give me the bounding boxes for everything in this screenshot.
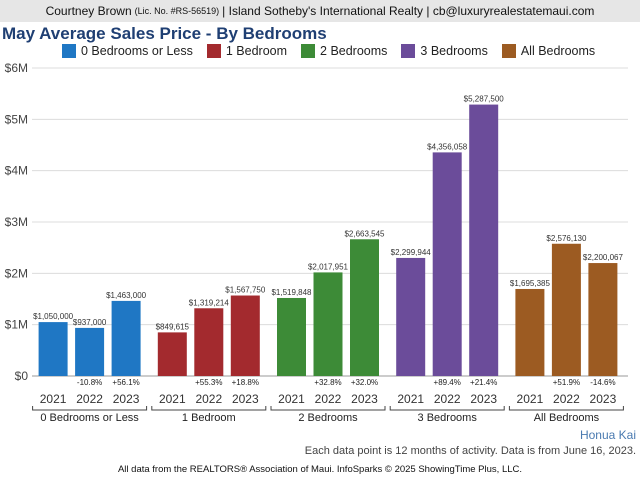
- x-tick-label: 2023: [590, 392, 617, 406]
- change-label: +55.3%: [195, 378, 222, 387]
- x-tick-label: 2022: [76, 392, 103, 406]
- change-label: +18.8%: [232, 378, 259, 387]
- bar: [396, 257, 426, 376]
- license-number: (Lic. No. #RS-56519): [134, 6, 220, 16]
- y-tick-label: $1M: [5, 318, 28, 332]
- bar: [469, 104, 499, 376]
- data-label: $2,017,951: [308, 262, 349, 271]
- change-label: +56.1%: [112, 378, 139, 387]
- change-label: -14.6%: [590, 378, 615, 387]
- bar: [313, 272, 343, 376]
- change-label: -10.8%: [77, 378, 102, 387]
- legend-item: 1 Bedroom: [206, 44, 288, 58]
- data-label: $1,319,214: [189, 298, 230, 307]
- bar: [38, 322, 68, 376]
- data-note: Each data point is 12 months of activity…: [304, 445, 636, 457]
- x-tick-label: 2022: [553, 392, 580, 406]
- legend-label: All Bedrooms: [520, 44, 596, 58]
- legend-swatch: [206, 44, 221, 58]
- agent-name: Courtney Brown: [45, 4, 132, 18]
- chart-legend: 0 Bedrooms or Less 1 Bedroom 2 Bedrooms 3 B…: [62, 44, 595, 58]
- legend-swatch: [401, 44, 416, 58]
- bar: [157, 332, 187, 376]
- group-bracket: [508, 406, 624, 411]
- region-label: Honua Kai: [579, 428, 636, 442]
- data-source: All data from the REALTORS® Association …: [117, 464, 523, 475]
- group-label: 0 Bedrooms or Less: [40, 412, 139, 424]
- bar: [515, 288, 545, 376]
- data-label: $4,356,058: [427, 142, 468, 151]
- data-label: $2,200,067: [583, 253, 624, 262]
- group-bracket: [389, 406, 505, 411]
- bar: [194, 308, 224, 376]
- legend-label: 3 Bedrooms: [420, 44, 488, 58]
- group-bracket: [32, 406, 148, 411]
- legend-item: All Bedrooms: [501, 44, 596, 58]
- data-label: $2,663,545: [344, 229, 385, 238]
- brokerage-contact: | Island Sotheby's International Realty …: [222, 4, 595, 18]
- data-label: $937,000: [73, 318, 107, 327]
- y-tick-label: $4M: [5, 164, 28, 178]
- y-tick-label: $3M: [5, 215, 28, 229]
- data-label: $849,615: [156, 322, 190, 331]
- legend-item: 2 Bedrooms: [301, 44, 387, 58]
- legend-item: 0 Bedrooms or Less: [62, 44, 193, 58]
- bar: [277, 297, 306, 376]
- bar: [350, 239, 379, 376]
- group-label: 2 Bedrooms: [298, 412, 358, 424]
- data-label: $2,299,944: [391, 248, 432, 257]
- group-label: All Bedrooms: [534, 412, 600, 424]
- group-label: 3 Bedrooms: [418, 412, 478, 424]
- change-label: +89.4%: [434, 378, 461, 387]
- x-tick-label: 2021: [517, 392, 544, 406]
- data-label: $1,695,385: [510, 279, 551, 288]
- data-label: $2,576,130: [546, 234, 587, 243]
- x-tick-label: 2023: [351, 392, 378, 406]
- bar: [75, 327, 105, 376]
- x-tick-label: 2021: [40, 392, 67, 406]
- header-bar: Courtney Brown (Lic. No. #RS-56519) | Is…: [0, 0, 640, 22]
- y-tick-label: $5M: [5, 112, 28, 126]
- legend-swatch: [301, 44, 316, 58]
- x-tick-label: 2021: [159, 392, 186, 406]
- x-tick-label: 2021: [278, 392, 305, 406]
- bar: [230, 295, 260, 376]
- x-tick-label: 2023: [113, 392, 140, 406]
- data-label: $1,050,000: [33, 312, 74, 321]
- group-bracket: [151, 406, 267, 411]
- legend-label: 0 Bedrooms or Less: [81, 44, 193, 58]
- bar: [551, 243, 581, 376]
- legend-label: 2 Bedrooms: [320, 44, 388, 58]
- x-tick-label: 2023: [470, 392, 497, 406]
- legend-swatch: [62, 44, 76, 58]
- x-tick-label: 2022: [434, 392, 461, 406]
- change-label: +51.9%: [553, 378, 580, 387]
- change-label: +32.0%: [351, 378, 378, 387]
- y-tick-label: $6M: [5, 61, 28, 75]
- y-tick-label: $2M: [5, 266, 28, 280]
- x-tick-label: 2021: [397, 392, 424, 406]
- x-tick-label: 2023: [232, 392, 259, 406]
- bar: [432, 152, 462, 376]
- legend-item: 3 Bedrooms: [401, 44, 488, 58]
- group-bracket: [270, 406, 386, 411]
- change-label: +21.4%: [470, 378, 497, 387]
- chart-title: May Average Sales Price - By Bedrooms: [2, 24, 327, 43]
- x-tick-label: 2022: [195, 392, 222, 406]
- data-label: $1,567,750: [225, 286, 266, 295]
- data-label: $1,519,848: [271, 288, 312, 297]
- bar: [588, 263, 618, 376]
- legend-label: 1 Bedroom: [225, 44, 288, 58]
- change-label: +32.8%: [314, 378, 341, 387]
- data-label: $1,463,000: [106, 291, 147, 300]
- bar: [111, 300, 141, 376]
- y-tick-label: $0: [15, 369, 29, 383]
- data-label: $5,287,500: [464, 95, 505, 104]
- x-tick-label: 2022: [315, 392, 342, 406]
- group-label: 1 Bedroom: [182, 412, 236, 424]
- legend-swatch: [501, 44, 516, 58]
